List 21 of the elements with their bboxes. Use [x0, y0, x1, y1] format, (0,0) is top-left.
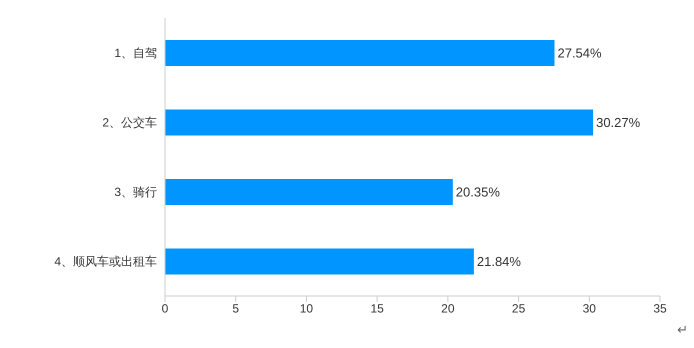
data-label: 27.54% [557, 46, 602, 61]
data-label: 30.27% [596, 115, 641, 130]
y-tick-label: 2、公交车 [102, 116, 157, 130]
y-tick-label: 1、自驾 [114, 46, 157, 60]
data-label: 21.84% [476, 254, 522, 270]
bar [165, 40, 554, 66]
x-tick-label: 0 [162, 302, 169, 316]
x-tick-label: 30 [582, 302, 596, 316]
bar [165, 179, 453, 205]
bar [165, 248, 474, 274]
bar [165, 110, 594, 136]
x-tick-label: 15 [370, 302, 384, 316]
x-tick-label: 35 [653, 302, 667, 316]
x-tick-label: 5 [232, 302, 240, 316]
x-tick-label: 20 [441, 302, 455, 316]
x-tick-label: 25 [512, 302, 526, 316]
x-tick-label: 10 [300, 302, 314, 316]
text: ↵ [677, 322, 688, 338]
y-tick-label: 3、骑行 [114, 185, 157, 200]
y-tick-label: 4、顺风车或出租车 [54, 254, 157, 269]
data-label: 20.35% [456, 184, 500, 200]
